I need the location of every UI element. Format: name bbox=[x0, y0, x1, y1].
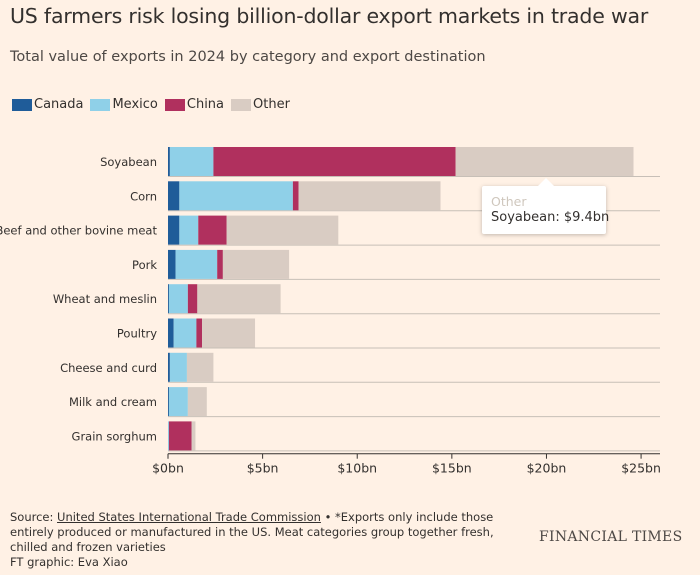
footer-note: • *Exports only include those entirely p… bbox=[10, 510, 494, 554]
bar-wheat-and-meslin-other bbox=[197, 284, 281, 314]
source-prefix: Source: bbox=[10, 510, 58, 524]
bar-grain-sorghum-china bbox=[168, 421, 192, 451]
chart-footer: Source: United States International Trad… bbox=[10, 510, 530, 570]
stacked-bar-chart: Soyabean Corn Beef and other bovine meat Po… bbox=[0, 147, 661, 476]
bar-milk-and-cream-mexico bbox=[168, 387, 188, 417]
legend-label-china: China bbox=[186, 97, 225, 112]
bar-pork-canada bbox=[168, 249, 176, 279]
bar-beef-and-other-bovine-meat-other bbox=[226, 215, 339, 245]
tooltip-value: Soyabean: $9.4bn bbox=[491, 210, 610, 225]
bar-beef-and-other-bovine-meat-china bbox=[198, 215, 227, 245]
x-tick-label-0: $0bn bbox=[152, 461, 184, 476]
x-tick-label-15: $15bn bbox=[432, 461, 472, 476]
legend-swatch-other bbox=[231, 98, 252, 111]
legend-swatch-canada bbox=[12, 98, 32, 111]
bar-pork-mexico bbox=[175, 249, 218, 279]
bar-cheese-and-curd-mexico bbox=[169, 352, 187, 382]
category-label-beef-and-other-bovine-meat: Beef and other bovine meat bbox=[0, 224, 157, 238]
bar-milk-and-cream-canada bbox=[168, 387, 169, 417]
category-label-soyabean: Soyabean bbox=[100, 155, 157, 169]
bar-poultry-canada bbox=[168, 318, 174, 348]
category-label-cheese-and-curd: Cheese and curd bbox=[60, 361, 157, 375]
ft-logo: FINANCIAL TIMES bbox=[539, 529, 683, 545]
category-label-grain-sorghum: Grain sorghum bbox=[72, 429, 157, 443]
x-tick-label-10: $10bn bbox=[337, 461, 377, 476]
x-tick-label-25: $25bn bbox=[621, 461, 661, 476]
bar-corn-mexico bbox=[179, 181, 293, 211]
bar-corn-canada bbox=[168, 181, 180, 211]
bar-beef-and-other-bovine-meat-mexico bbox=[179, 215, 199, 245]
bar-corn-china bbox=[292, 181, 299, 211]
bar-wheat-and-meslin-mexico bbox=[168, 284, 188, 314]
bar-milk-and-cream-other bbox=[187, 387, 207, 417]
tooltip-series-name: Other bbox=[491, 194, 527, 209]
bar-soyabean-china bbox=[213, 147, 456, 176]
category-label-corn: Corn bbox=[130, 189, 157, 203]
bar-cheese-and-curd-other bbox=[186, 352, 214, 382]
x-tick-label-5: $5bn bbox=[247, 461, 279, 476]
bar-pork-other bbox=[222, 249, 290, 279]
category-label-milk-and-cream: Milk and cream bbox=[69, 395, 157, 409]
legend-label-mexico: Mexico bbox=[112, 97, 158, 112]
graphic-credit: FT graphic: Eva Xiao bbox=[10, 555, 128, 569]
bar-soyabean-mexico bbox=[169, 147, 214, 176]
bar-corn-other bbox=[298, 181, 441, 211]
source-link[interactable]: United States International Trade Commis… bbox=[57, 510, 321, 524]
chart-tooltip: Other Soyabean: $9.4bn bbox=[482, 178, 610, 234]
bar-grain-sorghum-mexico bbox=[168, 421, 169, 451]
legend-item-mexico[interactable]: Mexico bbox=[90, 97, 158, 112]
legend-label-canada: Canada bbox=[34, 97, 84, 112]
legend-swatch-mexico bbox=[90, 98, 111, 111]
bar-poultry-china bbox=[196, 318, 203, 348]
bar-soyabean-canada bbox=[168, 147, 170, 176]
x-tick-label-20: $20bn bbox=[527, 461, 567, 476]
bar-wheat-and-meslin-china bbox=[187, 284, 198, 314]
legend-item-china[interactable]: China bbox=[164, 97, 225, 112]
bar-cheese-and-curd-canada bbox=[168, 352, 170, 382]
legend-label-other: Other bbox=[253, 97, 290, 112]
category-label-pork: Pork bbox=[132, 258, 157, 272]
bar-poultry-other bbox=[202, 318, 256, 348]
bar-soyabean-other bbox=[455, 147, 634, 176]
bar-poultry-mexico bbox=[173, 318, 197, 348]
legend-swatch-china bbox=[164, 98, 185, 111]
bar-wheat-and-meslin-canada bbox=[168, 284, 169, 314]
bar-grain-sorghum-other bbox=[191, 421, 196, 451]
legend-item-canada[interactable]: Canada bbox=[12, 97, 83, 112]
category-label-poultry: Poultry bbox=[117, 327, 157, 341]
bar-pork-china bbox=[217, 249, 223, 279]
legend-item-other[interactable]: Other bbox=[231, 97, 290, 112]
legend: Canada Mexico China Other bbox=[12, 97, 297, 112]
chart-subtitle: Total value of exports in 2024 by catego… bbox=[10, 49, 486, 65]
bar-beef-and-other-bovine-meat-canada bbox=[168, 215, 180, 245]
chart-title: US farmers risk losing billion-dollar ex… bbox=[10, 4, 649, 28]
category-label-wheat-and-meslin: Wheat and meslin bbox=[53, 292, 157, 306]
